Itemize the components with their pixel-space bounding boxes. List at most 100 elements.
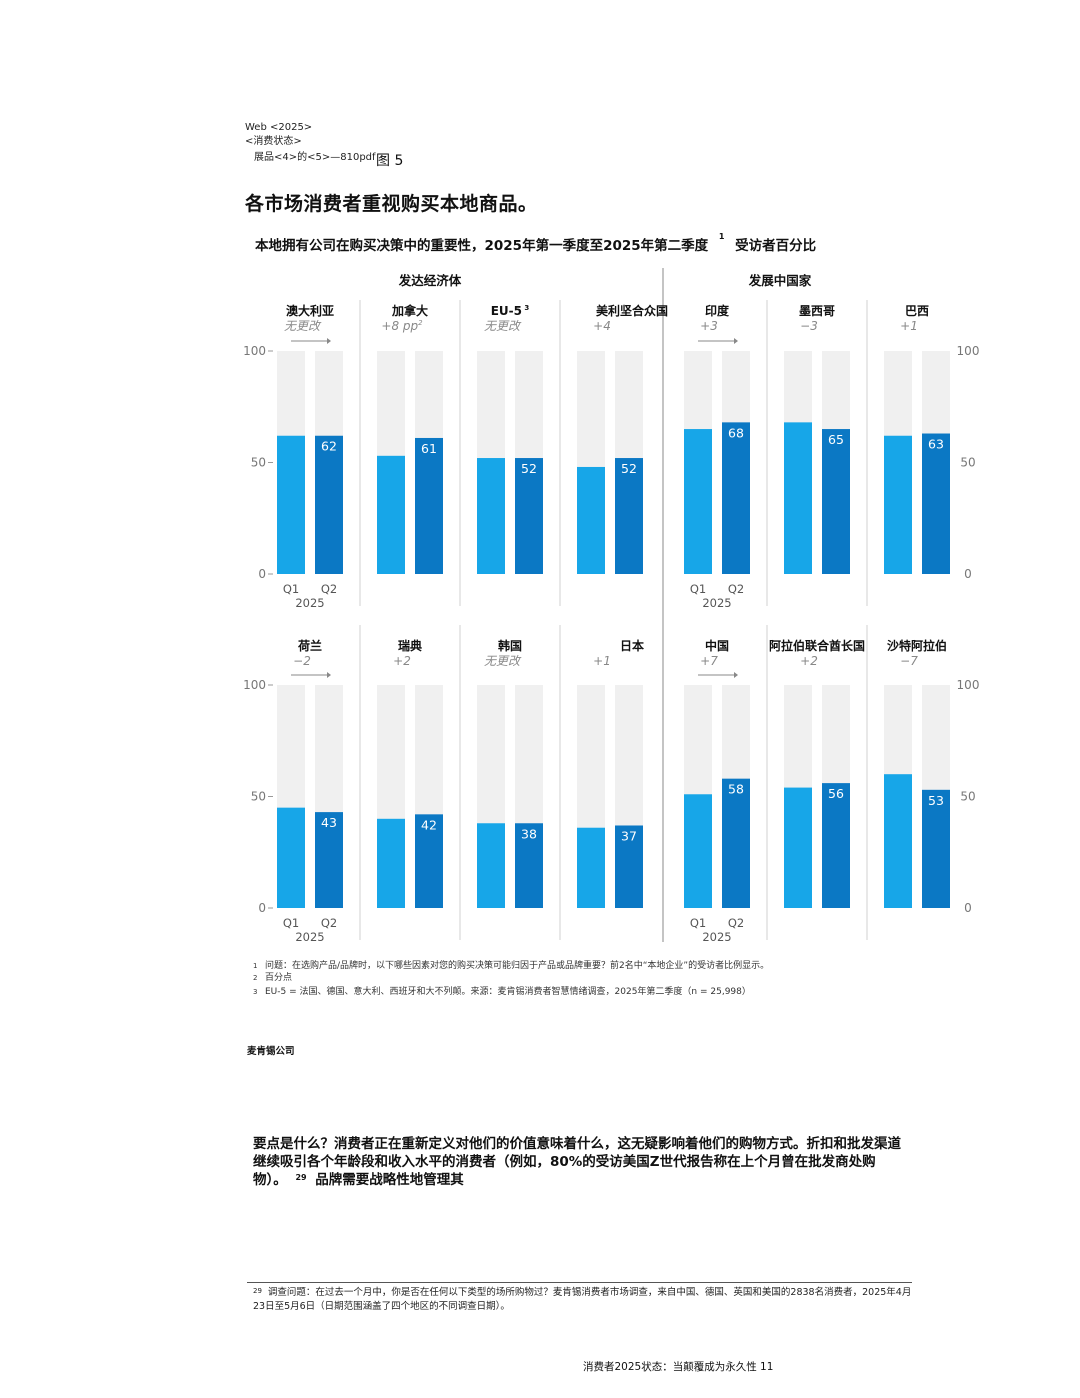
- y-tick-label-right: 0: [964, 901, 972, 915]
- bar-q2: [722, 422, 750, 574]
- panel-change: +2: [800, 654, 818, 668]
- data-label-q2: 52: [521, 461, 537, 476]
- x-label-q2: Q2: [728, 916, 744, 930]
- chart-subtitle: 本地拥有公司在购买决策中的重要性，2025年第一季度至2025年第二季度 1 受…: [255, 232, 817, 254]
- panel-name: 韩国: [498, 638, 522, 653]
- bar-q2: [922, 433, 950, 574]
- brand-label: 麦肯锡公司: [247, 1046, 295, 1057]
- panel-change: +8 pp2: [381, 319, 423, 333]
- y-tick-label-left: 0: [258, 901, 266, 915]
- y-tick-label-left: 100: [243, 344, 266, 358]
- x-label-year: 2025: [295, 596, 324, 610]
- x-label-year: 2025: [702, 930, 731, 944]
- data-label-q2: 56: [828, 786, 844, 801]
- bar-q2: [415, 814, 443, 908]
- data-label-q2: 53: [928, 793, 944, 808]
- footnote-2: 2 百分点: [253, 973, 293, 983]
- panel-change: −2: [293, 654, 311, 668]
- bar-q1: [577, 466, 605, 574]
- panel-change-sup: 2: [418, 319, 423, 327]
- header-line-3: 展品<4>的<5>—810pdf: [254, 152, 376, 163]
- data-label-q2: 65: [828, 432, 844, 447]
- bar-q2: [315, 812, 343, 908]
- trend-arrow-head: [734, 338, 738, 344]
- bar-q1: [277, 807, 305, 908]
- x-label-q2: Q2: [321, 582, 337, 596]
- bar-q1: [577, 827, 605, 908]
- y-tick-label-right: 100: [957, 344, 980, 358]
- panel-name: 墨西哥: [799, 304, 835, 318]
- panel-change: 无更改: [284, 319, 322, 333]
- bar-q2: [822, 429, 850, 574]
- trend-arrow-head: [327, 672, 331, 678]
- footnote-3: 3 EU-5 = 法国、德国、意大利、西班牙和大不列颠。来源：麦肯锡消费者智慧情绪…: [253, 987, 751, 997]
- panel-name: 瑞典: [398, 638, 422, 653]
- panel-change: 无更改: [484, 319, 522, 333]
- panel-name: 印度: [705, 303, 730, 318]
- panel-change: +1: [900, 319, 918, 333]
- subtitle-text: 本地拥有公司在购买决策中的重要性，2025年第一季度至2025年第二季度: [255, 238, 709, 254]
- bottom-footnote: 29 调查问题：在过去一个月中，你是否在任何以下类型的场所购物过？麦肯锡消费者市场…: [253, 1287, 912, 1312]
- headline: 各市场消费者重视购买本地商品。: [245, 193, 538, 215]
- header-line-2: <消费状态>: [245, 136, 302, 147]
- trend-arrow-head: [327, 338, 331, 344]
- bar-q1: [784, 422, 812, 574]
- data-label-q2: 58: [728, 782, 744, 797]
- data-label-q2: 63: [928, 437, 944, 452]
- y-tick-label-left: 50: [251, 790, 266, 804]
- subtitle-footnote-ref: 1: [718, 232, 725, 241]
- bar-q1: [884, 774, 912, 908]
- bar-q2: [615, 458, 643, 574]
- body-footnote-ref: 29: [295, 1173, 307, 1182]
- x-label-q1: Q1: [690, 916, 706, 930]
- bar-q1: [377, 455, 405, 574]
- y-tick-label-right: 50: [960, 790, 975, 804]
- bar-q1: [277, 435, 305, 574]
- y-tick-label-right: 0: [964, 567, 972, 581]
- bar-q1: [784, 787, 812, 908]
- data-label-q2: 68: [728, 425, 744, 440]
- body-paragraph: 要点是什么？消费者正在重新定义对他们的价值意味着什么，这无疑影响着他们的购物方式…: [253, 1136, 901, 1188]
- panel-name: 荷兰: [297, 638, 322, 653]
- x-label-q1: Q1: [283, 582, 299, 596]
- data-label-q2: 61: [421, 441, 437, 456]
- panel-change: −7: [900, 654, 918, 668]
- x-label-year: 2025: [702, 596, 731, 610]
- data-label-q2: 42: [421, 817, 437, 832]
- y-tick-label-left: 50: [251, 456, 266, 470]
- chart-footnotes: 1 问题：在选购产品/品牌时，以下哪些因素对您的购买决策可能归因于产品或品牌重要？…: [253, 960, 769, 998]
- panel-change: +4: [593, 319, 611, 333]
- x-label-q1: Q1: [283, 916, 299, 930]
- y-tick-label-left: 100: [243, 678, 266, 692]
- data-label-q2: 37: [621, 828, 637, 843]
- bar-q1: [684, 794, 712, 908]
- bar-q1: [477, 458, 505, 574]
- bar-q1: [884, 435, 912, 574]
- x-label-q2: Q2: [728, 582, 744, 596]
- data-label-q2: 52: [621, 461, 637, 476]
- group-developing-title: 发展中国家: [748, 273, 812, 288]
- x-label-q2: Q2: [321, 916, 337, 930]
- panel-name: 澳大利亚: [286, 303, 334, 318]
- panel-name: 日本: [620, 638, 644, 653]
- data-label-q2: 62: [321, 439, 337, 454]
- x-label-q1: Q1: [690, 582, 706, 596]
- y-tick-label-right: 100: [957, 678, 980, 692]
- y-tick-label-left: 0: [258, 567, 266, 581]
- panel-change: +1: [593, 654, 611, 668]
- panel-name: 美利坚合众国: [596, 303, 668, 318]
- bar-q2: [822, 783, 850, 908]
- panel-name: 加拿大: [391, 303, 428, 318]
- bar-q2: [515, 458, 543, 574]
- bar-q2: [315, 435, 343, 574]
- x-label-year: 2025: [295, 930, 324, 944]
- bar-q2: [515, 823, 543, 908]
- bar-q1: [477, 823, 505, 908]
- data-label-q2: 38: [521, 826, 537, 841]
- panel-name: 巴西: [905, 304, 929, 318]
- page-footer: 消费者2025状态：当颠覆成为永久性 11: [583, 1361, 774, 1373]
- panel-name: EU-5 3: [491, 304, 530, 318]
- subtitle-unit: 受访者百分比: [735, 238, 817, 254]
- figure-label: 图 5: [376, 153, 404, 169]
